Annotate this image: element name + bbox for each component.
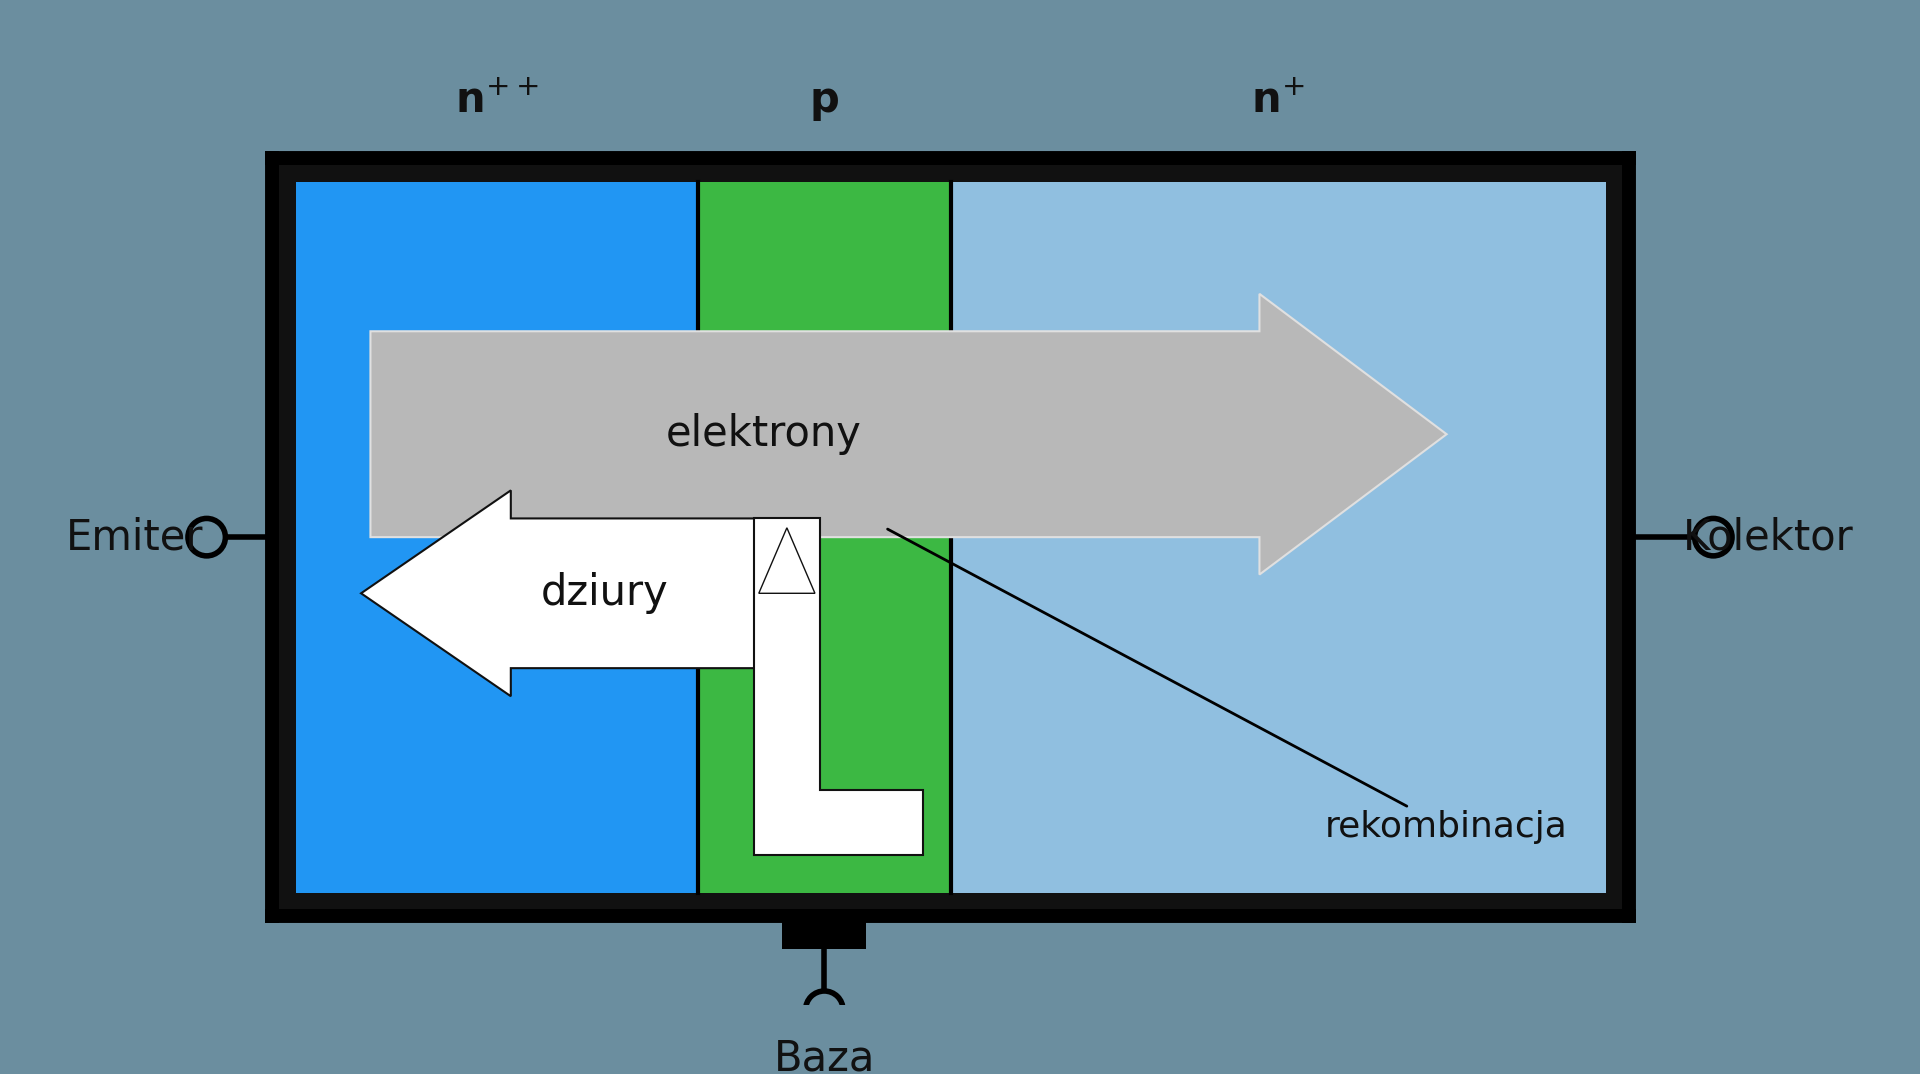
Text: dziury: dziury [541,572,668,614]
Polygon shape [758,527,814,593]
Bar [950,182,1605,892]
Text: elektrony: elektrony [666,413,862,455]
Bar [699,182,950,892]
Text: rekombinacja: rekombinacja [887,529,1569,844]
Polygon shape [755,519,924,855]
Bar [781,912,866,949]
Bar [273,158,1628,916]
Bar [296,182,699,892]
Text: p: p [810,78,839,120]
Text: n$^{++}$: n$^{++}$ [455,78,538,120]
Text: Baza: Baza [774,1037,876,1074]
Polygon shape [361,491,820,696]
Text: Kolektor: Kolektor [1684,517,1853,558]
Polygon shape [371,294,1446,575]
Text: n$^{+}$: n$^{+}$ [1252,78,1306,120]
Text: Emiter: Emiter [67,517,204,558]
